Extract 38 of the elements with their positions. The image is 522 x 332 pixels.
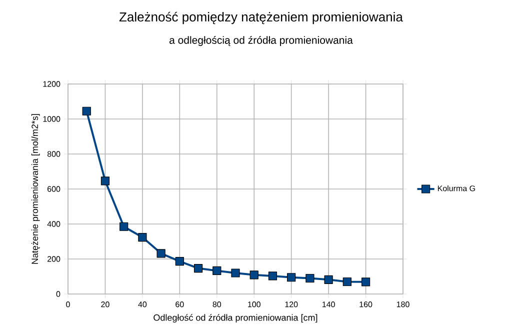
x-tick-label: 40 <box>138 302 147 308</box>
x-tick-label: 160 <box>360 302 372 308</box>
x-tick-label: 120 <box>285 302 298 308</box>
point <box>287 273 296 282</box>
point <box>231 268 240 278</box>
x-axis-title: Odległość od źródła promieniowania [cm] <box>154 314 318 323</box>
x-tick-label: 20 <box>101 302 110 308</box>
point <box>268 272 278 280</box>
point <box>212 266 222 276</box>
chart-subtitle: a odległością od źródła promieniowania <box>170 36 353 46</box>
x-tick-label: 0 <box>66 302 70 308</box>
x-tick-label: 140 <box>322 302 335 308</box>
y-tick-label: 200 <box>48 256 60 262</box>
point <box>194 264 203 273</box>
point <box>342 277 352 286</box>
y-tick-label: 600 <box>48 186 60 192</box>
point <box>120 222 128 231</box>
x-tick-label: 180 <box>396 302 410 308</box>
y-axis-title: Natężenie promieniowania [mol/m2*s] <box>31 114 40 264</box>
y-tick-label: 400 <box>47 221 60 227</box>
chart-title: Zależność pomiędzy natężeniem promieniowania <box>119 12 403 24</box>
point <box>361 278 370 286</box>
point <box>175 256 184 266</box>
point <box>156 249 166 258</box>
x-tick-label: 80 <box>212 302 222 308</box>
y-tick-label: 1000 <box>43 116 60 122</box>
point <box>324 275 333 284</box>
x-tick-label: 60 <box>176 302 184 308</box>
point <box>82 106 91 116</box>
y-tick-label: 0 <box>56 291 60 297</box>
legend-label: Kolurma G <box>438 185 475 192</box>
point <box>250 270 258 280</box>
point <box>138 232 147 242</box>
point <box>100 176 110 186</box>
point <box>306 274 314 283</box>
x-tick-label: 100 <box>248 302 260 308</box>
y-tick-label: 1200 <box>43 81 60 87</box>
y-tick-label: 800 <box>47 151 60 157</box>
